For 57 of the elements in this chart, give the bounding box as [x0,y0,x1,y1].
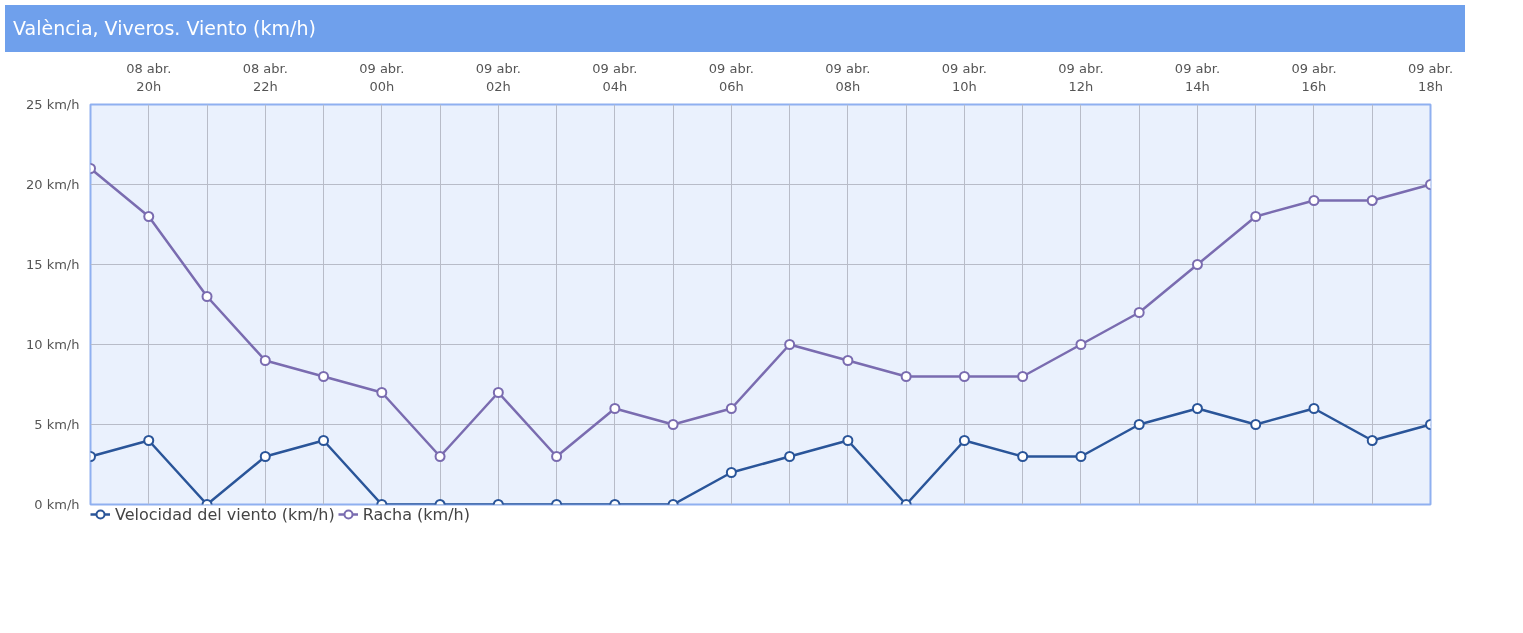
y-tick-label: 5 km/h [34,417,80,433]
y-tick-label: 10 km/h [26,337,80,353]
point [784,339,796,351]
point [551,451,563,463]
point [784,451,796,463]
x-tick-label: 09 abr. 00h [359,60,405,94]
point [1075,339,1087,351]
point [318,435,330,447]
point [1133,307,1145,319]
legend-label: Racha (km/h) [362,504,470,524]
x-tick-label: 09 abr. 02h [475,60,521,94]
point [1308,195,1320,207]
point [1017,371,1029,383]
y-tick-label: 20 km/h [26,177,80,193]
point [1191,259,1203,271]
point [958,435,970,447]
point [1133,419,1145,431]
x-tick-label: 09 abr. 06h [708,60,754,94]
point [725,467,737,479]
point [725,403,737,415]
point [201,291,213,303]
x-tick-label: 09 abr. 10h [941,60,988,94]
y-tick-label: 15 km/h [26,257,80,273]
point [1017,451,1029,463]
point [376,387,388,399]
point [1075,451,1087,463]
point [492,387,504,399]
point [609,403,621,415]
point [143,211,155,223]
x-tick-label: 09 abr. 14h [1174,60,1221,94]
point [667,419,679,431]
x-tick-label: 08 abr. 22h [242,60,288,94]
x-tick-label: 08 abr. 20h [126,60,172,94]
point [1366,195,1378,207]
point [1366,435,1378,447]
x-tick-label: 09 abr. 04h [592,60,638,94]
point [900,371,912,383]
point [1250,419,1262,431]
point [1250,211,1262,223]
y-tick-label: 25 km/h [26,97,80,113]
point [958,371,970,383]
x-tick-label: 09 abr. 16h [1291,60,1337,94]
chart-title: València, Viveros. Viento (km/h) [13,16,316,41]
point [318,371,330,383]
x-tick-label: 09 abr. 18h [1407,60,1454,94]
point [259,355,271,367]
point [434,451,446,463]
point [143,435,155,447]
point [842,355,854,367]
y-tick-label: 0 km/h [34,497,80,513]
x-tick-label: 09 abr. 12h [1058,60,1104,94]
point [842,435,854,447]
legend-label: Velocidad del viento (km/h) [115,504,335,524]
point [1191,403,1203,415]
point [1308,403,1320,415]
point [259,451,271,463]
x-tick-label: 09 abr. 08h [825,60,871,94]
